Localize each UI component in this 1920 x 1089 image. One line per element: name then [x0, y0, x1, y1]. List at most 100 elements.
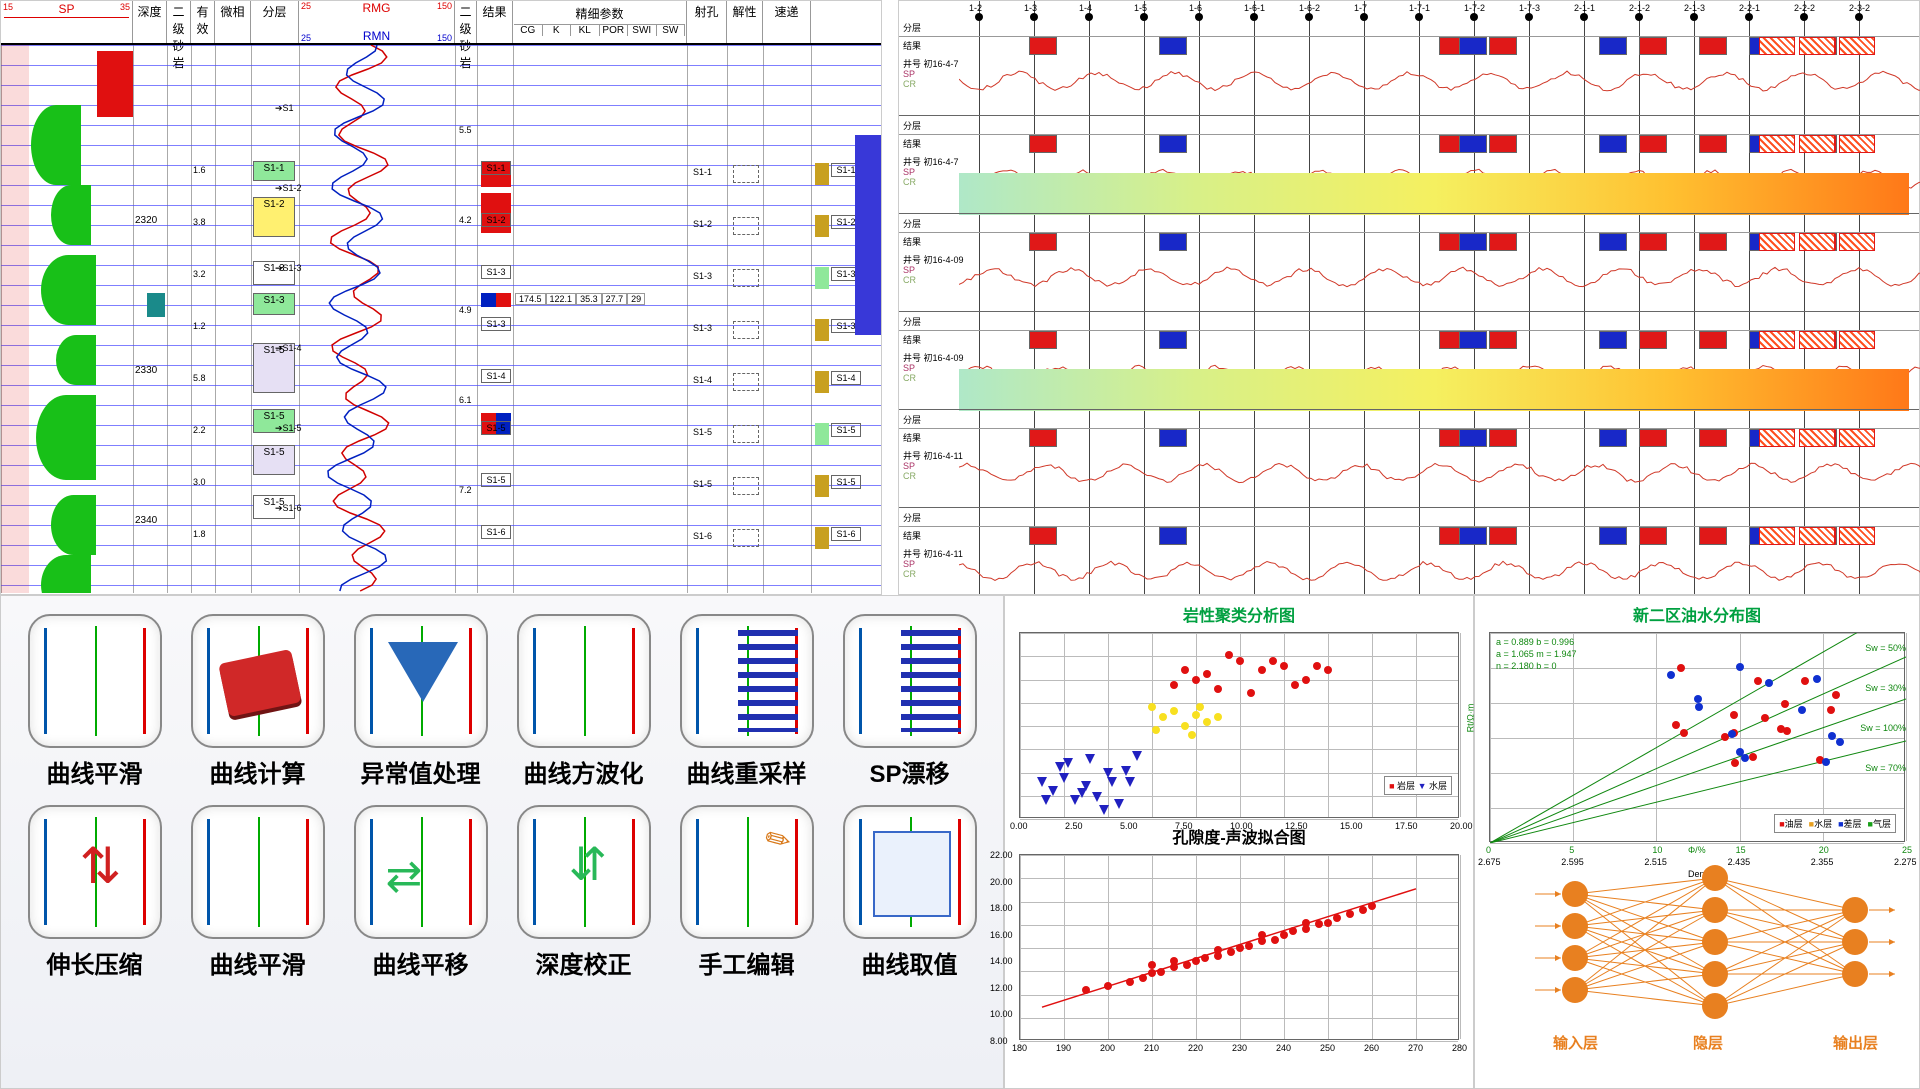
tool-stretch[interactable]: ⇅伸长压缩 — [21, 805, 168, 980]
oil-water-crossplot[interactable]: a = 0.889 b = 0.996a = 1.065 m = 1.947n … — [1489, 632, 1905, 842]
tool-drift[interactable]: SP漂移 — [836, 614, 983, 789]
tool-edit[interactable]: ✎手工编辑 — [673, 805, 820, 980]
result-block[interactable] — [1159, 429, 1187, 447]
tool-depth[interactable]: ⇵深度校正 — [510, 805, 657, 980]
result-block[interactable] — [1699, 331, 1727, 349]
result-block[interactable] — [1699, 527, 1727, 545]
toolbox-panel: 曲线平滑曲线计算异常值处理曲线方波化曲线重采样SP漂移⇅伸长压缩曲线平滑⇄曲线平… — [0, 595, 1004, 1089]
correlation-body[interactable]: 1-21-31-41-51-61-6-11-6-21-71-7-11-7-21-… — [899, 1, 1919, 594]
nn-node — [1842, 929, 1868, 955]
result-zone: S1-5 — [481, 421, 511, 435]
result-block[interactable] — [1159, 527, 1187, 545]
nn-node — [1842, 897, 1868, 923]
result-block[interactable] — [1459, 429, 1487, 447]
tool-resample[interactable]: 曲线重采样 — [673, 614, 820, 789]
smooth-icon — [28, 614, 162, 748]
result-block[interactable] — [1699, 233, 1727, 251]
result-block[interactable] — [1459, 37, 1487, 55]
result-block[interactable] — [1459, 135, 1487, 153]
result-block[interactable] — [1599, 331, 1627, 349]
result-block[interactable] — [1159, 135, 1187, 153]
section-tick: 2-2-1 — [1739, 3, 1760, 13]
col-h9: 结果 — [477, 1, 513, 43]
tool-calc[interactable]: 曲线计算 — [184, 614, 331, 789]
nn-node — [1562, 977, 1588, 1003]
result-block[interactable] — [1159, 233, 1187, 251]
right-zone: S1-6 — [831, 527, 861, 541]
result-block[interactable] — [1489, 527, 1517, 545]
result-block[interactable] — [1489, 429, 1517, 447]
result-block[interactable] — [1459, 233, 1487, 251]
zone-box[interactable]: S1-2 — [253, 197, 295, 237]
tool-label: 曲线计算 — [210, 754, 306, 789]
result-block[interactable] — [1639, 527, 1667, 545]
tool-square[interactable]: 曲线方波化 — [510, 614, 657, 789]
result-block[interactable] — [1029, 135, 1057, 153]
section-tick: 2-2-2 — [1794, 3, 1815, 13]
zone-box[interactable]: S1-5 — [253, 445, 295, 475]
tool-label: 曲线平滑 — [47, 754, 143, 789]
track-label: 结果 — [903, 235, 921, 248]
col-h12: 解性 — [727, 1, 763, 43]
tool-smooth[interactable]: 曲线平滑 — [21, 614, 168, 789]
right-panel: 新二区油水分布图 a = 0.889 b = 0.996a = 1.065 m … — [1474, 595, 1920, 1089]
log-header-row: 15 SP 35 深度 二级砂岩 有效 微相 分层 25 RMG 150 25 … — [1, 1, 881, 45]
thickness-value: 5.8 — [193, 373, 206, 383]
zone-box[interactable]: S1-1 — [253, 161, 295, 181]
log-body[interactable]: 2320233023401.63.83.21.25.82.23.01.85.54… — [1, 45, 881, 593]
result-block[interactable] — [1489, 233, 1517, 251]
result-block[interactable] — [1599, 527, 1627, 545]
tool-shift[interactable]: ⇄曲线平移 — [347, 805, 494, 980]
result-zone: S1-5 — [481, 473, 511, 487]
result-block[interactable] — [1599, 37, 1627, 55]
result-block[interactable] — [1029, 527, 1057, 545]
depth-tick: 2340 — [135, 515, 157, 526]
shift-icon: ⇄ — [354, 805, 488, 939]
result-block[interactable] — [1599, 233, 1627, 251]
track-label: 分层 — [903, 119, 921, 132]
nn-node — [1702, 961, 1728, 987]
result-block[interactable] — [1489, 37, 1517, 55]
thickness-value: 1.8 — [193, 529, 206, 539]
nn-node — [1702, 993, 1728, 1019]
result-block[interactable] — [1459, 527, 1487, 545]
sw-label: Sw = 50% — [1865, 643, 1906, 653]
result-block[interactable] — [1029, 331, 1057, 349]
right-zone: S1-5 — [831, 475, 861, 489]
result-block[interactable] — [1599, 135, 1627, 153]
result-block[interactable] — [1699, 429, 1727, 447]
tool-smooth2[interactable]: 曲线平滑 — [184, 805, 331, 980]
depth-tick: 2320 — [135, 215, 157, 226]
result-block[interactable] — [1029, 429, 1057, 447]
tool-funnel[interactable]: 异常值处理 — [347, 614, 494, 789]
lithology-scatter[interactable]: 0.002.505.007.5010.0012.5015.0017.5020.0… — [1019, 632, 1459, 818]
thickness-value: 3.8 — [193, 217, 206, 227]
result-block[interactable] — [1489, 135, 1517, 153]
zone-box[interactable]: S1-3 — [253, 293, 295, 315]
result-block[interactable] — [1639, 233, 1667, 251]
porosity-scatter[interactable]: 18019020021022023024025026027028022.0020… — [1019, 854, 1459, 1040]
scatter1-title: 岩性聚类分析图 — [1005, 602, 1473, 626]
track-label: 分层 — [903, 217, 921, 230]
result-block[interactable] — [1459, 331, 1487, 349]
result-block[interactable] — [1029, 37, 1057, 55]
result-block[interactable] — [1699, 135, 1727, 153]
result-block[interactable] — [1639, 37, 1667, 55]
result-block[interactable] — [1159, 37, 1187, 55]
result-block[interactable] — [1599, 429, 1627, 447]
tool-grid: 曲线平滑曲线计算异常值处理曲线方波化曲线重采样SP漂移⇅伸长压缩曲线平滑⇄曲线平… — [1, 596, 1003, 998]
result-block[interactable] — [1699, 37, 1727, 55]
result-block[interactable] — [1159, 331, 1187, 349]
result-block[interactable] — [1639, 429, 1667, 447]
result-block[interactable] — [1029, 233, 1057, 251]
crossplot-equation: n = 2.180 b = 0 — [1496, 661, 1557, 671]
tool-value[interactable]: 曲线取值 — [836, 805, 983, 980]
section-tick: 1-5 — [1134, 3, 1147, 13]
result-block[interactable] — [1489, 331, 1517, 349]
result-block[interactable] — [1639, 331, 1667, 349]
nn-layer-label: 输出层 — [1833, 1032, 1878, 1053]
section-tick: 1-4 — [1079, 3, 1092, 13]
tool-label: 深度校正 — [536, 945, 632, 980]
result-block[interactable] — [1639, 135, 1667, 153]
nn-node — [1702, 929, 1728, 955]
